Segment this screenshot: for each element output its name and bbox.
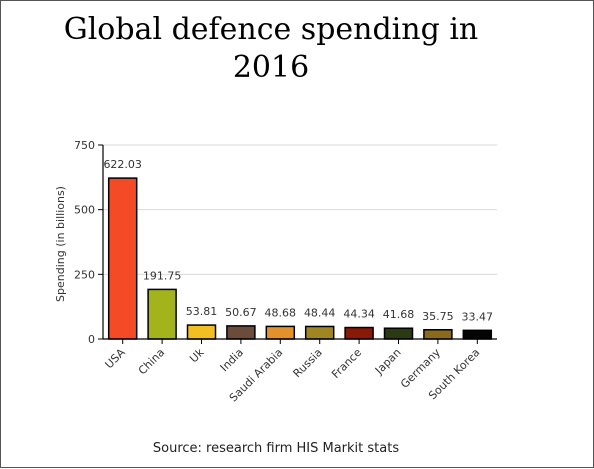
bar-india [226, 325, 256, 340]
axes [102, 145, 497, 340]
value-label: 48.68 [265, 306, 297, 319]
y-tick-label: 500 [74, 204, 95, 217]
value-label: 35.75 [422, 310, 454, 323]
bar-south-korea [462, 329, 493, 340]
x-tick-label: Japan [372, 346, 404, 378]
x-tick-label: China [136, 346, 167, 377]
bar-japan [383, 327, 414, 340]
y-tick-label: 0 [88, 333, 95, 346]
bars [107, 177, 493, 340]
x-tick-label: USA [103, 346, 129, 372]
x-tick-label: India [218, 346, 246, 374]
y-tick-label: 250 [74, 268, 95, 281]
x-tick-label: Russia [291, 346, 325, 380]
x-tick-label: Uk [187, 345, 207, 365]
chart-title: Global defence spending in 2016 [63, 12, 479, 85]
bar-russia [304, 325, 335, 340]
bar-germany [423, 329, 453, 340]
y-axis-label: Spending (in billions) [54, 186, 67, 302]
value-label: 33.47 [462, 310, 494, 323]
value-label: 50.67 [225, 306, 257, 319]
value-label: 191.75 [143, 269, 182, 282]
bar-usa [107, 177, 138, 340]
bar-saudi-arabia [265, 325, 296, 340]
y-tick-label: 750 [74, 139, 95, 152]
value-label: 48.44 [304, 306, 336, 319]
value-label: 53.81 [186, 305, 218, 318]
value-label: 622.03 [103, 158, 142, 171]
bar-china [147, 288, 177, 340]
bar-uk [186, 324, 217, 340]
value-labels: 622.03 191.75 53.81 50.67 48.68 48.44 44.34 41.… [103, 158, 493, 323]
gridlines [103, 144, 497, 275]
x-tick-label: France [329, 346, 364, 381]
value-label: 44.34 [343, 308, 375, 321]
y-axis-ticks: 0 250 500 750 [74, 139, 103, 346]
source-note: Source: research firm HIS Markit stats [152, 441, 400, 456]
bar-france [344, 326, 374, 340]
value-label: 41.68 [383, 308, 415, 321]
